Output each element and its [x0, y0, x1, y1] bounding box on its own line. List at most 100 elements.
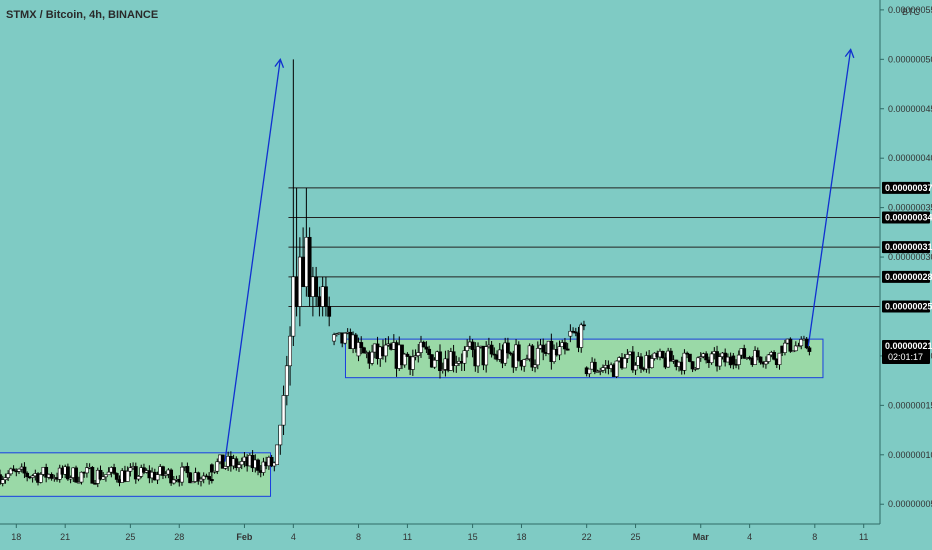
candle-body: [207, 476, 212, 480]
candle-body: [685, 352, 690, 355]
time-tick-label: 8: [812, 532, 817, 542]
candle-body: [402, 353, 407, 366]
candle-body: [587, 368, 592, 375]
candle-body: [419, 341, 423, 353]
candle-body: [772, 352, 776, 360]
candle-body: [133, 466, 138, 480]
time-tick-label: 4: [291, 532, 296, 542]
candle-body: [25, 472, 30, 478]
candle-body: [38, 474, 43, 483]
candle-body: [693, 368, 698, 370]
candle-body: [516, 344, 521, 361]
candle-body: [742, 348, 747, 359]
price-tick-label: 0.00000015: [888, 400, 932, 410]
time-tick-label: 11: [403, 532, 412, 542]
candle-body: [101, 476, 106, 480]
candle-body: [421, 341, 426, 348]
candle-body: [508, 352, 513, 355]
candle-body: [755, 350, 760, 358]
level-price-label: 0.00000037: [885, 183, 932, 193]
candle-body: [758, 356, 763, 363]
level-price-tag: [882, 211, 930, 224]
candle-body: [796, 345, 801, 348]
candle-body: [530, 345, 535, 368]
candle-body: [533, 364, 537, 368]
candle-body: [209, 464, 214, 473]
candle-body: [687, 353, 692, 362]
price-tick-label: 0.00000035: [888, 203, 932, 213]
candle-body: [196, 472, 201, 482]
candle-body: [359, 342, 364, 348]
price-tick-label: 0.00000030: [888, 252, 932, 262]
candle-body: [128, 467, 133, 472]
candle-body: [334, 333, 339, 336]
bar-countdown: 02:01:17: [888, 352, 923, 362]
candle-body: [3, 477, 8, 481]
candle-body: [301, 256, 306, 288]
candle-body: [622, 358, 627, 369]
candle-body: [239, 461, 244, 466]
candle-body: [690, 361, 695, 370]
candle-body: [633, 364, 638, 371]
candle-body: [595, 371, 600, 373]
candle-body: [332, 334, 336, 342]
candle-body: [465, 346, 470, 351]
candle-body: [777, 352, 782, 365]
candle-body: [764, 361, 768, 365]
candle-body: [698, 356, 703, 359]
candle-body: [324, 286, 328, 307]
candle-body: [297, 256, 302, 307]
candle-body: [783, 342, 787, 353]
candle-body: [522, 359, 527, 367]
candle-body: [74, 467, 78, 483]
time-tick-label: 25: [125, 532, 135, 542]
candle-body: [579, 324, 584, 348]
candle-body: [256, 459, 260, 471]
candle-body: [44, 466, 49, 478]
time-tick-label: 28: [174, 532, 184, 542]
candle-body: [284, 365, 289, 396]
candle-body: [731, 355, 736, 365]
candle-body: [0, 479, 5, 484]
projection-arrow[interactable]: [224, 59, 281, 462]
candle-body: [104, 474, 108, 478]
candle-body: [76, 481, 81, 484]
candle-body: [541, 344, 546, 353]
candle-body: [234, 458, 239, 468]
candle-body: [370, 351, 374, 364]
candle-body: [155, 474, 160, 481]
candle-body: [489, 344, 494, 355]
candle-body: [799, 339, 804, 347]
candle-body: [753, 350, 757, 365]
candle-body: [314, 276, 319, 297]
candle-body: [0, 474, 2, 484]
candle-body: [470, 341, 475, 350]
candle-body: [568, 330, 573, 337]
candle-body: [163, 473, 168, 476]
candle-body: [98, 469, 103, 480]
candle-body: [660, 350, 665, 358]
time-tick-label: 15: [468, 532, 478, 542]
candle-body: [288, 335, 292, 367]
candle-body: [565, 348, 570, 351]
candle-body: [304, 236, 309, 288]
candle-body: [307, 236, 312, 297]
candle-body: [199, 478, 203, 482]
candle-body: [188, 472, 193, 484]
candle-body: [506, 342, 510, 354]
candle-body: [592, 361, 597, 372]
candle-body: [709, 353, 714, 364]
candle-body: [269, 456, 274, 467]
candle-body: [582, 324, 586, 327]
level-price-label: 0.00000034: [885, 213, 932, 223]
chart-title: STMX / Bitcoin, 4h, BINANCE: [6, 9, 159, 21]
candle-body: [11, 468, 16, 472]
candle-body: [793, 345, 798, 352]
candle-body: [625, 354, 630, 359]
price-tick-label: 0.00000055: [888, 5, 932, 15]
projection-arrow[interactable]: [807, 49, 852, 347]
time-tick-label: 4: [747, 532, 752, 542]
candle-body: [630, 351, 635, 371]
candle-body: [484, 346, 489, 366]
